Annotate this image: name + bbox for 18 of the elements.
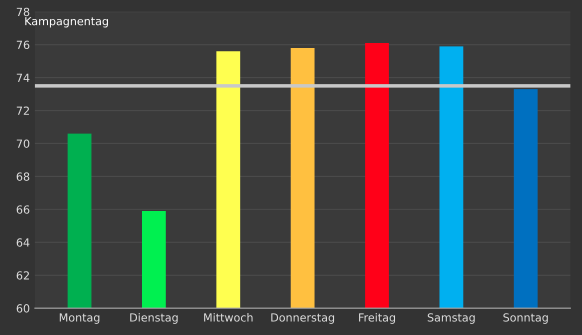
- x-tick-label: Samstag: [428, 313, 475, 324]
- y-tick-label: 74: [16, 74, 30, 82]
- y-tick-label: 62: [16, 271, 29, 280]
- y-tick-label: 68: [16, 172, 30, 181]
- y-tick-label: 70: [16, 139, 30, 148]
- y-tick-label: 76: [16, 40, 30, 50]
- x-tick-label: Freitag: [359, 313, 396, 324]
- x-tick-label: Donnerstag: [271, 313, 334, 324]
- y-tick-label: 78: [16, 8, 30, 16]
- y-axis-title: Kampagnentag: [25, 17, 108, 28]
- y-tick-label: 60: [16, 304, 30, 313]
- y-tick-label: 64: [16, 238, 30, 247]
- y-tick-label: 66: [16, 205, 30, 214]
- x-tick-label: Montag: [60, 313, 100, 324]
- x-tick-label: Mittwoch: [204, 313, 253, 322]
- y-tick-label: 72: [16, 106, 29, 115]
- x-tick-label: Dienstag: [130, 313, 178, 324]
- x-tick-label: Sonntag: [503, 313, 548, 324]
